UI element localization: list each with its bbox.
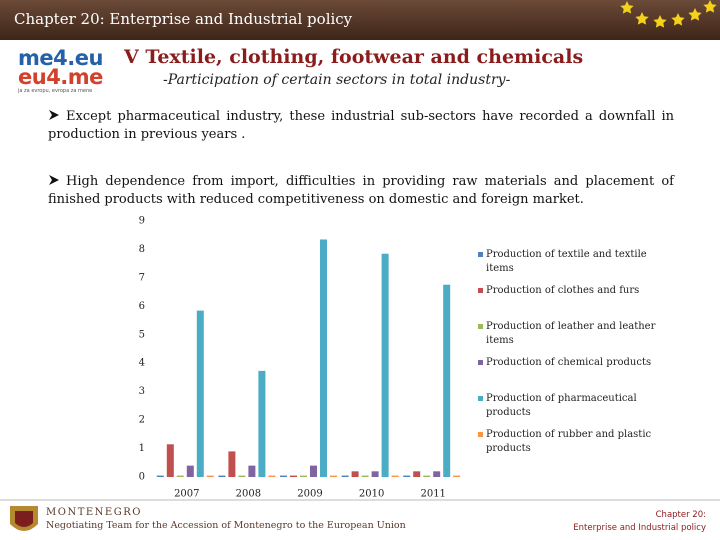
y-tick-label: 1: [139, 443, 145, 454]
bar: [453, 475, 461, 477]
footer-chapter-title: Enterprise and Industrial policy: [573, 523, 706, 533]
bar: [320, 239, 327, 477]
bar: [290, 475, 297, 477]
bar: [268, 475, 276, 477]
bar: [258, 370, 266, 477]
legend-label: Production of chemical products: [486, 357, 652, 368]
bar: [341, 475, 349, 477]
y-tick-label: 7: [139, 272, 145, 283]
legend-label: Production of leather and leather items: [486, 321, 656, 346]
bar: [310, 465, 317, 477]
legend-label: Production of clothes and furs: [486, 285, 640, 296]
y-tick-label: 8: [139, 244, 145, 255]
bar: [228, 451, 236, 477]
x-tick-label: 2007: [174, 489, 199, 500]
bar: [196, 310, 204, 477]
bar: [443, 284, 451, 477]
slide-subheading: -Participation of certain sectors in tot…: [163, 72, 511, 88]
legend-item: Production of textile and textile items: [478, 248, 656, 276]
bar: [403, 475, 411, 477]
bar: [186, 465, 194, 477]
bullet-point: High dependence from import, difficultie…: [48, 173, 674, 209]
bar: [381, 253, 389, 477]
legend-label: Production of textile and textile items: [486, 249, 647, 274]
bar: [156, 475, 164, 477]
bar: [413, 471, 421, 477]
y-tick-label: 9: [139, 216, 145, 227]
logo-tagline: ja za evropu, evropa za mene: [18, 88, 93, 94]
bar: [248, 465, 256, 477]
legend-swatch: [478, 360, 483, 365]
bar: [176, 475, 184, 477]
bullet-arrow: [49, 110, 59, 120]
y-tick-label: 2: [139, 415, 145, 426]
y-tick-label: 5: [139, 329, 145, 340]
legend-item: Production of leather and leather items: [478, 320, 656, 348]
legend-swatch: [478, 252, 483, 257]
bullet-arrow: [49, 175, 59, 185]
bar: [300, 475, 307, 477]
bar: [423, 475, 431, 477]
header-bar: [0, 0, 720, 40]
footer-decor: [0, 499, 720, 531]
y-tick-label: 3: [139, 386, 145, 397]
eu-stars: [620, 0, 717, 28]
bullet-text: Except pharmaceutical industry, these in…: [48, 109, 674, 142]
bar: [206, 475, 214, 477]
bar: [166, 444, 174, 477]
bar: [351, 471, 359, 477]
footer-team: Negotiating Team for the Accession of Mo…: [46, 520, 406, 531]
legend-swatch: [478, 432, 483, 437]
bar: [280, 475, 287, 477]
y-tick-label: 4: [139, 358, 145, 369]
y-tick-label: 0: [139, 472, 145, 483]
legend-label: Production of rubber and plastic product…: [486, 429, 652, 454]
x-tick-label: 2011: [420, 489, 445, 500]
bar: [371, 471, 379, 477]
legend-item: Production of pharmaceutical products: [478, 392, 656, 420]
bullet-text: High dependence from import, difficultie…: [48, 174, 674, 207]
legend-swatch: [478, 396, 483, 401]
bar: [433, 471, 441, 477]
bar: [330, 475, 337, 477]
legend-item: Production of rubber and plastic product…: [478, 428, 656, 456]
header-title: Chapter 20: Enterprise and Industrial po…: [14, 10, 353, 28]
bar: [238, 475, 246, 477]
y-tick-label: 6: [139, 301, 145, 312]
footer-chapter: Chapter 20:: [655, 510, 706, 520]
logo-line: me4.eu: [18, 46, 103, 70]
legend-swatch: [478, 324, 483, 329]
legend-item: Production of chemical products: [478, 356, 656, 370]
x-tick-label: 2009: [297, 489, 322, 500]
footer-country: MONTENEGRO: [46, 507, 142, 518]
bullet-point: Except pharmaceutical industry, these in…: [48, 108, 674, 144]
x-tick-label: 2008: [236, 489, 261, 500]
bar: [218, 475, 226, 477]
logo-line: eu4.me: [18, 65, 103, 89]
legend-item: Production of clothes and furs: [478, 284, 656, 298]
slide-heading: V Textile, clothing, footwear and chemic…: [124, 46, 584, 68]
x-tick-label: 2010: [359, 489, 384, 500]
legend-label: Production of pharmaceutical products: [486, 393, 637, 418]
bar: [361, 475, 369, 477]
bar: [391, 475, 399, 477]
legend-swatch: [478, 288, 483, 293]
